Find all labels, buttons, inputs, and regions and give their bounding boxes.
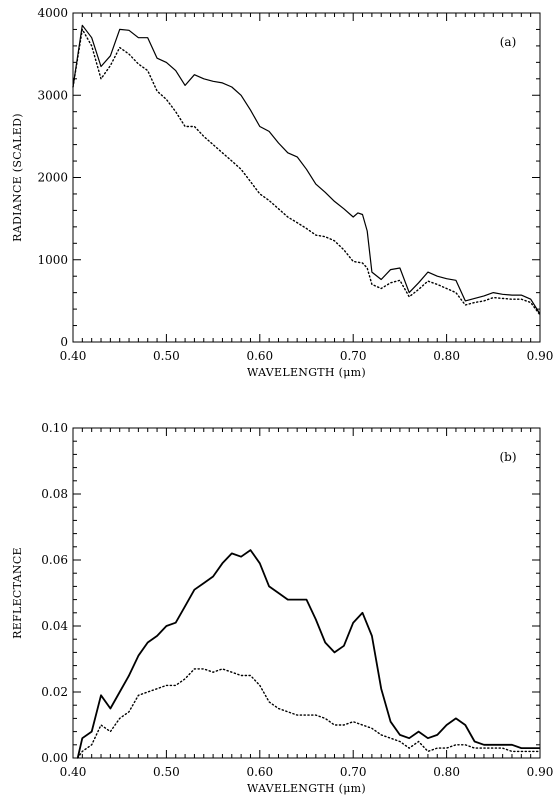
y-axis-label: RADIANCE (SCALED): [11, 113, 24, 242]
x-tick-label: 0.90: [527, 765, 554, 779]
series-line-dotted: [73, 29, 540, 315]
y-axis-label: REFLECTANCE: [11, 547, 24, 639]
x-tick-label: 0.50: [153, 349, 180, 363]
x-tick-label: 0.70: [340, 765, 367, 779]
x-tick-label: 0.80: [433, 765, 460, 779]
x-tick-label: 0.60: [246, 765, 273, 779]
y-tick-label: 2000: [37, 171, 68, 185]
y-tick-label: 0.00: [41, 751, 68, 765]
series-line-dotted: [78, 669, 540, 758]
x-tick-label: 0.40: [60, 349, 87, 363]
plot-frame: [73, 428, 540, 758]
x-tick-label: 0.90: [527, 349, 554, 363]
x-tick-label: 0.80: [433, 349, 460, 363]
panel-label: (b): [499, 450, 516, 464]
plot-frame: [73, 13, 540, 342]
x-axis-label: WAVELENGTH (μm): [247, 782, 366, 795]
y-tick-label: 0.08: [41, 487, 68, 501]
y-tick-label: 0.10: [41, 421, 68, 435]
chart-panel-b: 0.40 0.50 0.60 0.70 0.80 0.90 0.00 0.02 0.04 0.06…: [11, 421, 553, 795]
chart-panel-a: 0.40 0.50 0.60 0.70 0.80 0.90 0 1000 2000 3000 400…: [11, 6, 553, 379]
x-axis-label: WAVELENGTH (μm): [247, 366, 366, 379]
y-tick-label: 4000: [37, 6, 68, 20]
y-tick-label: 0.04: [41, 619, 68, 633]
x-tick-label: 0.70: [340, 349, 367, 363]
series-line-solid: [78, 550, 540, 758]
y-tick-label: 0.06: [41, 553, 68, 567]
y-tick-label: 1000: [37, 253, 68, 267]
x-tick-label: 0.50: [153, 765, 180, 779]
y-tick-label: 0.02: [41, 685, 68, 699]
x-tick-label: 0.60: [246, 349, 273, 363]
y-tick-label: 0: [60, 335, 68, 349]
series-line-solid: [73, 25, 540, 314]
y-tick-label: 3000: [37, 88, 68, 102]
panel-label: (a): [500, 35, 517, 49]
x-tick-label: 0.40: [60, 765, 87, 779]
